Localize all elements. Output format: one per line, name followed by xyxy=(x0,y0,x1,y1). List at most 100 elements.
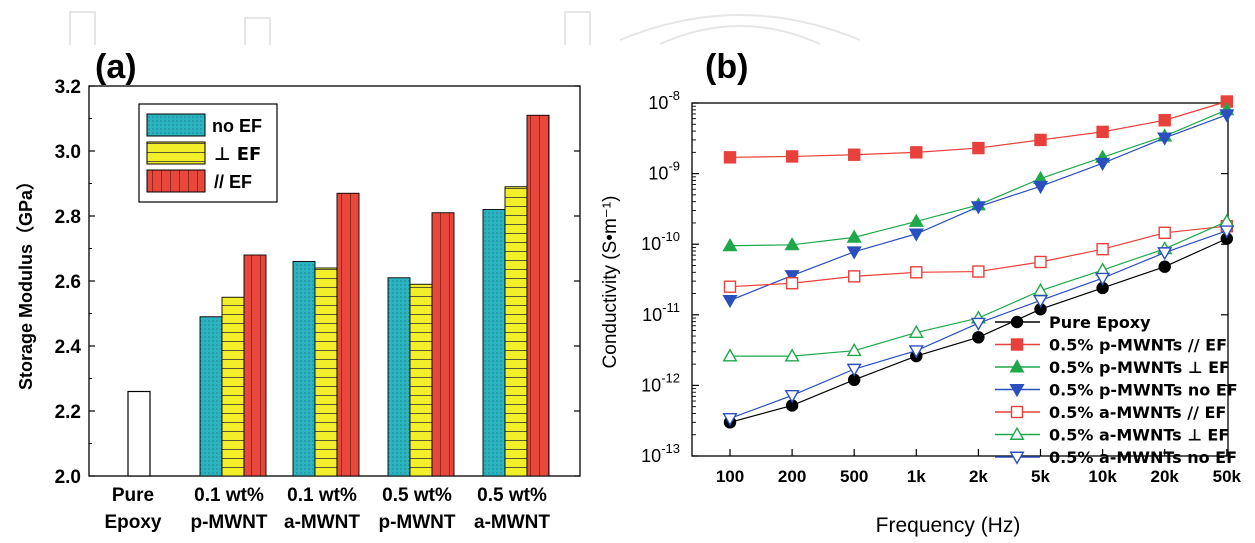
panel-a-x-tick-label: Pure xyxy=(112,485,154,506)
legend-label-perp-ef: ⊥ EF xyxy=(214,144,261,165)
panel-b-y-tick-label: 10-8 xyxy=(648,88,680,113)
legend-marker xyxy=(1010,405,1024,419)
panel-b-y-tick-label: 10-11 xyxy=(642,300,680,325)
bar-perp-ef xyxy=(409,283,433,477)
panel-a-y-axis-label: Storage Modulus（GPa） xyxy=(16,172,36,390)
panel-b-x-tick-label: 500 xyxy=(840,467,868,486)
panel-a-y-tick-label: 2.2 xyxy=(55,402,81,423)
data-point xyxy=(784,390,800,404)
series-line-1 xyxy=(723,95,1234,164)
data-point xyxy=(970,201,986,215)
data-point xyxy=(1096,242,1109,256)
data-point xyxy=(722,413,738,427)
legend-label-par-ef: // EF xyxy=(214,172,252,192)
data-point xyxy=(1219,109,1235,123)
panel-a-x-tick-label: a-MWNT xyxy=(284,512,360,533)
panel-a-y-ticks: 2.0 2.2 2.4 2.6 2.8 3.0 3.2 xyxy=(55,77,580,488)
data-point xyxy=(1158,114,1171,127)
panel-a-y-tick-label: 3.0 xyxy=(55,142,81,163)
legend-label: 0.5% a-MWNTs // EF xyxy=(1049,403,1226,422)
legend-label: 0.5% p-MWNTs // EF xyxy=(1049,336,1227,355)
series-polyline xyxy=(729,109,1228,247)
data-point xyxy=(785,277,799,290)
data-point xyxy=(972,141,985,155)
data-point xyxy=(723,151,737,164)
panel-a-axes: 2.0 2.2 2.4 2.6 2.8 3.0 3.2 Pure Epoxy 0.1 wt% p-… xyxy=(16,77,581,533)
bar-no-ef xyxy=(387,277,411,477)
data-point xyxy=(784,348,800,362)
panel-b-axes: 10-13 10-12 10-11 10-10 10-9 10-8 100 200 500 1k… xyxy=(600,88,1242,537)
panel-b-x-axis-label: Frequency (Hz) xyxy=(876,514,1021,537)
data-point xyxy=(972,265,985,278)
panel-a-x-tick-label: p-MWNT xyxy=(378,512,455,533)
panel-a-x-tick-label: p-MWNT xyxy=(190,512,267,533)
series-line-3 xyxy=(722,109,1235,309)
bar-no-ef xyxy=(292,261,316,477)
data-point xyxy=(1158,260,1171,273)
bar-par-ef xyxy=(431,212,455,477)
panel-b-series xyxy=(722,95,1235,429)
data-point xyxy=(1157,132,1173,146)
data-point xyxy=(908,345,924,359)
panel-a-x-tick-label: a-MWNT xyxy=(474,512,550,533)
legend-label-no-ef: no EF xyxy=(212,116,262,136)
legend-label: 0.5% p-MWNTs ⊥ EF xyxy=(1049,358,1230,377)
data-point xyxy=(722,348,738,362)
data-point xyxy=(970,317,986,331)
bar-pure-epoxy xyxy=(127,390,151,477)
panel-b-y-axis-label: Conductivity (S•m⁻¹) xyxy=(600,196,621,369)
panel-a-legend: no EF ⊥ EF // EF xyxy=(138,103,278,203)
panel-a-x-tick-label: 0.1 wt% xyxy=(194,485,264,506)
data-point xyxy=(846,342,862,357)
legend-marker xyxy=(1009,426,1025,440)
panel-b-x-tick-label: 100 xyxy=(716,467,744,486)
panel-a-y-tick-label: 2.8 xyxy=(55,207,81,228)
data-point xyxy=(1032,282,1049,297)
data-point xyxy=(1095,272,1111,286)
data-point xyxy=(785,150,799,163)
legend-marker xyxy=(1009,451,1025,465)
data-point xyxy=(908,228,924,242)
panel-a-y-tick-label: 2.4 xyxy=(55,337,82,358)
panel-b-x-tick-label: 20k xyxy=(1151,467,1180,486)
panel-b-y-tick-label: 10-13 xyxy=(641,441,680,466)
data-point xyxy=(848,270,861,283)
data-point xyxy=(1034,133,1047,147)
data-point xyxy=(908,324,924,339)
data-point xyxy=(848,148,861,161)
panel-a-x-tick-label: Epoxy xyxy=(104,512,161,533)
panel-b-x-tick-label: 50k xyxy=(1213,467,1242,486)
data-point xyxy=(1157,247,1173,261)
data-point xyxy=(1032,294,1049,309)
bar-no-ef xyxy=(199,316,223,477)
bar-par-ef xyxy=(526,114,550,477)
legend-marker xyxy=(1009,359,1025,373)
bar-no-ef xyxy=(482,209,506,477)
legend-marker xyxy=(1010,315,1024,329)
data-point xyxy=(846,363,862,377)
panel-b-x-tick-label: 200 xyxy=(778,467,806,486)
panel-label-b: (b) xyxy=(705,48,748,86)
panel-b-x-tick-label: 10k xyxy=(1088,467,1117,486)
panel-b-plot-frame xyxy=(691,102,1229,457)
bar-perp-ef xyxy=(504,186,528,477)
data-point xyxy=(1096,125,1109,139)
panel-a-x-tick-label: 0.5 wt% xyxy=(382,485,452,506)
series-line-0 xyxy=(723,232,1234,429)
panel-b-x-ticks: 100 200 500 1k 2k 5k 10k 20k 50k xyxy=(716,449,1242,486)
panel-b-x-tick-label: 2k xyxy=(969,467,988,486)
data-point xyxy=(1032,180,1049,195)
data-point xyxy=(910,266,923,279)
legend-swatch-par-ef xyxy=(146,169,206,193)
data-point xyxy=(972,331,985,344)
legend-swatch-no-ef xyxy=(146,113,206,137)
legend-marker xyxy=(1009,384,1025,398)
panel-b-y-tick-label: 10-9 xyxy=(648,159,680,184)
data-point xyxy=(910,146,923,159)
data-point xyxy=(1158,226,1171,240)
data-point xyxy=(846,246,862,260)
data-point xyxy=(1219,225,1235,239)
panel-a-x-tick-label: 0.5 wt% xyxy=(477,485,547,506)
panel-a-y-tick-label: 2.0 xyxy=(55,467,81,488)
